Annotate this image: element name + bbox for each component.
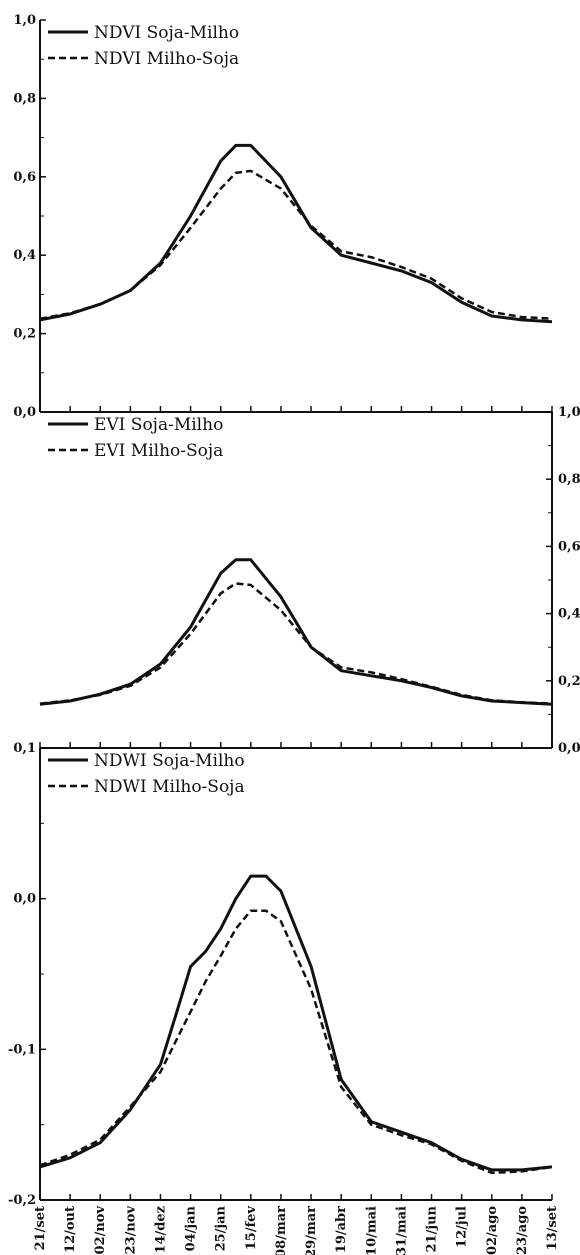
x-tick-label: 29/mar [304,1206,319,1255]
y-tick-label: 0,2 [13,327,36,342]
x-tick-label: 25/jan [214,1205,229,1251]
series-line-evi-soja-milho [39,558,553,706]
y-tick-label: 1,0 [558,405,580,420]
y-tick-label: 0,4 [13,248,36,263]
x-tick-label: 13/set [545,1206,560,1250]
legend-label: EVI Milho-Soja [94,441,223,461]
legend-label: NDWI Soja-Milho [94,751,245,771]
series-line-ndwi-milho-soja [39,909,553,1175]
legend-label: NDWI Milho-Soja [94,777,245,797]
y-tick-label: 0,8 [558,472,580,487]
x-tick-label: 10/mai [364,1206,379,1255]
x-tick-label: 19/abr [334,1206,349,1253]
legend-label: NDVI Milho-Soja [94,49,239,69]
x-tick-label: 23/ago [515,1206,530,1255]
y-tick-label: 0,1 [13,741,36,756]
series-line-ndvi-soja-milho [39,143,553,324]
y-tick-label: 0,2 [558,674,580,689]
y-tick-label: 0,0 [13,892,36,907]
y-tick-label: 1,0 [13,13,36,28]
legend-label: EVI Soja-Milho [94,415,223,435]
x-tick-label: 31/mai [394,1206,409,1255]
y-tick-label: 0,8 [13,91,36,106]
x-tick-label: 14/dez [153,1206,168,1254]
y-tick-label: -0,1 [8,1042,36,1057]
x-tick-label: 15/fev [244,1206,259,1251]
y-tick-label: -0,2 [8,1193,36,1208]
x-tick-label: 21/jun [425,1205,440,1252]
series-line-evi-milho-soja [39,582,553,705]
x-tick-label: 04/jan [184,1205,199,1251]
x-tick-label: 08/mar [274,1206,289,1255]
y-tick-label: 0,0 [558,741,580,756]
y-tick-label: 0,6 [13,170,36,185]
x-tick-label: 02/ago [485,1206,500,1255]
x-tick-label: 12/out [63,1206,78,1253]
series-line-ndvi-milho-soja [39,169,553,320]
y-tick-label: 0,0 [13,405,36,420]
y-tick-label: 0,6 [558,539,580,554]
x-tick-label: 21/set [33,1206,48,1250]
y-tick-label: 0,4 [558,607,580,622]
x-tick-label: 23/nov [123,1206,138,1255]
x-tick-label: 12/jul [455,1206,470,1248]
x-tick-label: 02/nov [93,1206,108,1255]
series-line-ndwi-soja-milho [39,874,553,1172]
legend-label: NDVI Soja-Milho [94,23,239,43]
